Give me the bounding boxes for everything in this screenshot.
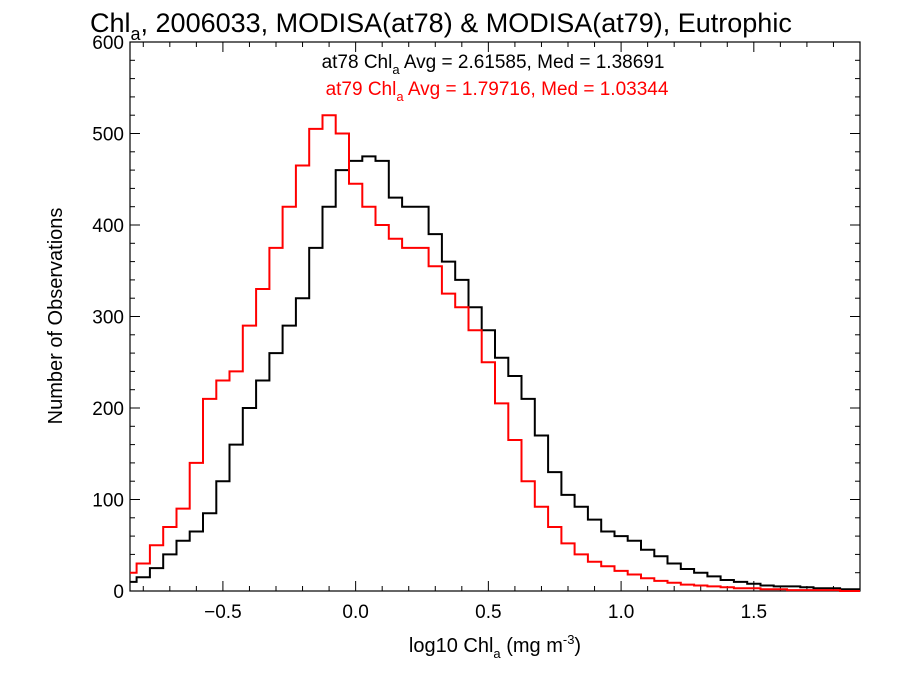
y-tick-label: 300: [92, 308, 124, 329]
y-tick-label: 100: [92, 491, 124, 512]
x-tick-label: 0.5: [475, 602, 501, 623]
axis-ticks: −0.5 0.0 0.5 1.0 1.5 0 100 200 300 400 500 600: [92, 33, 860, 623]
y-tick-label: 400: [92, 216, 124, 237]
y-tick-label: 0: [113, 582, 124, 603]
series-layer: [130, 114, 860, 592]
annotation-at78: at78 Chla Avg = 2.61585, Med = 1.38691: [322, 52, 665, 77]
x-tick-label: 0.0: [342, 602, 368, 623]
series-line-1: [130, 114, 860, 592]
y-tick-label: 600: [92, 33, 124, 54]
y-axis-label: Number of Observations: [45, 208, 67, 425]
y-tick-label: 200: [92, 399, 124, 420]
series-line-0: [130, 155, 860, 591]
x-tick-label: 1.5: [741, 602, 767, 623]
y-tick-label: 500: [92, 125, 124, 146]
x-tick-label: −0.5: [204, 602, 242, 623]
x-axis-label: log10 Chla (mg m-3): [409, 632, 581, 661]
x-tick-label: 1.0: [608, 602, 634, 623]
chart-title: Chla, 2006033, MODISA(at78) & MODISA(at7…: [90, 8, 792, 44]
annotation-at79: at79 Chla Avg = 1.79716, Med = 1.03344: [326, 79, 669, 104]
